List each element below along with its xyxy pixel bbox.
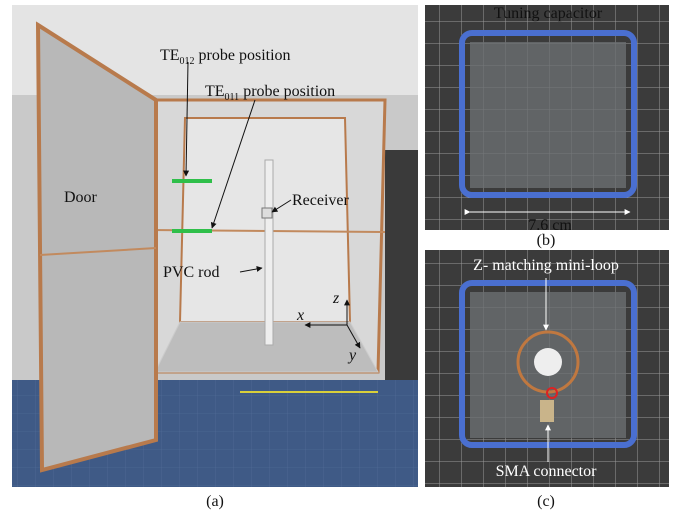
connector-mark: [546, 387, 558, 399]
pvc-rod-label: PVC rod: [163, 264, 219, 281]
tuning-capacitor-label: Tuning capacitor: [494, 5, 603, 22]
panel-label: (a): [206, 493, 224, 510]
pvc-rod-shape: [264, 159, 274, 346]
sma-shape: [540, 400, 554, 422]
board: [470, 42, 626, 188]
te011-label: TE011 probe position: [205, 83, 335, 103]
rack: [385, 150, 418, 380]
sma-connector-label: SMA connector: [496, 463, 598, 480]
loop: [459, 30, 637, 198]
receiver-shape: [261, 207, 273, 219]
axis-y: [346, 324, 361, 349]
pointer: [210, 99, 256, 229]
panel-label: (b): [537, 232, 556, 249]
door-panel: [35, 21, 158, 473]
axis-x-label: x: [296, 307, 304, 324]
panel-c: Z- matching mini-loop SMA connector (c): [425, 250, 669, 510]
seam: [39, 247, 157, 256]
axis-z-label: z: [332, 290, 340, 307]
panel-label: (c): [537, 493, 555, 510]
door-label: Door: [64, 189, 98, 206]
z-matching-label: Z- matching mini-loop: [473, 257, 619, 274]
pointer: [183, 61, 190, 177]
receiver-label: Receiver: [292, 192, 350, 209]
cavity-floor: [154, 321, 379, 373]
axis-y-label: y: [347, 347, 357, 364]
te012-label: TE012 probe position: [160, 47, 291, 67]
pointer: [239, 266, 263, 273]
panel-a: TE012 probe position TE011 probe positio…: [12, 5, 418, 510]
dimension-label: 7.6 cm: [528, 217, 572, 234]
pointer: [271, 199, 292, 213]
mini-loop-center: [534, 348, 562, 376]
panel-b: Tuning capacitor 7.6 cm (b): [425, 5, 669, 249]
